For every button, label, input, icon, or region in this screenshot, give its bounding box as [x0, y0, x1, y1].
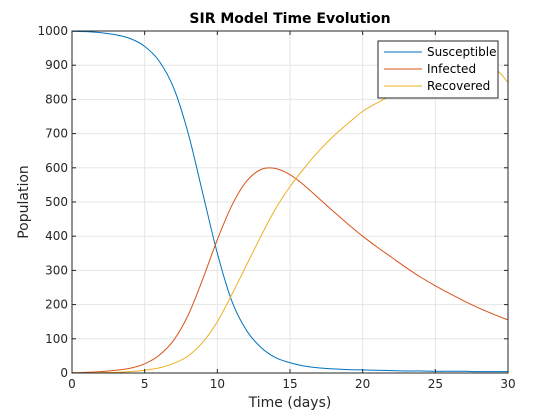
- legend-label-susceptible: Susceptible: [427, 45, 496, 59]
- y-tick-label: 1000: [37, 24, 68, 38]
- x-tick-label: 30: [500, 377, 515, 391]
- y-tick-label: 700: [45, 127, 68, 141]
- ticks: 0 5 10 15 20 25 300100200300400500600700800900…: [37, 24, 515, 391]
- x-tick-label: 15: [282, 377, 297, 391]
- y-tick-label: 100: [45, 332, 68, 346]
- x-tick-label: 0: [68, 377, 76, 391]
- x-tick-label: 10: [210, 377, 225, 391]
- legend-label-recovered: Recovered: [427, 79, 490, 93]
- x-tick-label: 5: [141, 377, 149, 391]
- x-tick-label: 20: [355, 377, 370, 391]
- legend: Susceptible Infected Recovered: [377, 40, 499, 99]
- chart-title: SIR Model Time Evolution: [189, 11, 390, 27]
- y-tick-label: 500: [45, 195, 68, 209]
- x-axis-title: Time (days): [248, 395, 332, 411]
- y-tick-label: 900: [45, 58, 68, 72]
- y-tick-label: 300: [45, 263, 68, 277]
- y-tick-label: 400: [45, 229, 68, 243]
- y-axis-title: Population: [16, 165, 32, 239]
- series-line-infected: [71, 167, 509, 374]
- x-tick-label: 25: [428, 377, 443, 391]
- legend-label-infected: Infected: [427, 62, 476, 76]
- y-tick-label: 0: [60, 366, 68, 380]
- y-tick-label: 800: [45, 92, 68, 106]
- y-tick-label: 600: [45, 161, 68, 175]
- y-tick-label: 200: [45, 298, 68, 312]
